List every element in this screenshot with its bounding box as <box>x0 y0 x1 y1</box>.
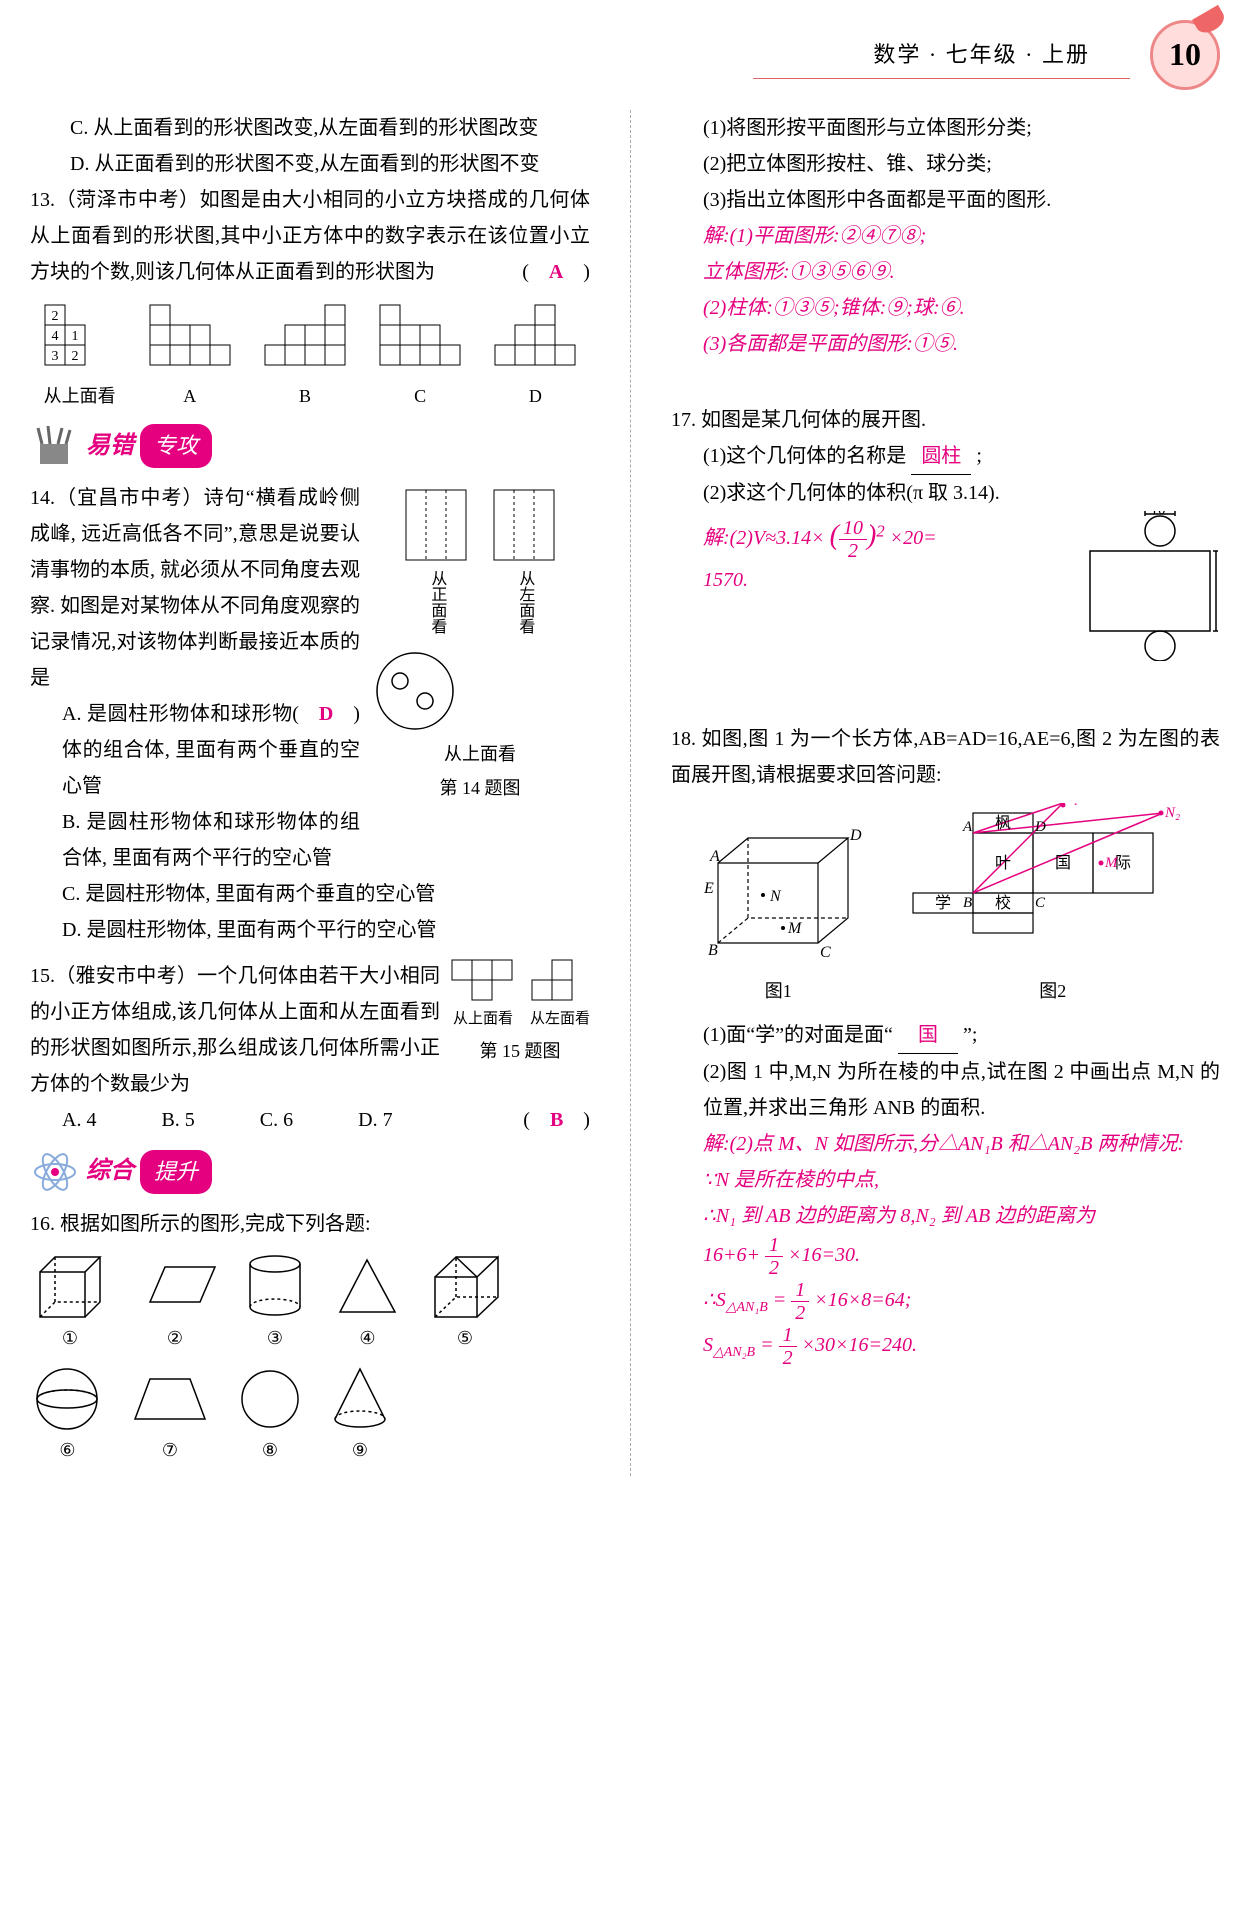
q18-figures: A D E N M B C 图1 <box>671 803 1220 1007</box>
q16-a2: (2)柱体:①③⑤;锥体:⑨;球:⑥. <box>671 290 1220 326</box>
q13-option-b-fig: B <box>260 300 350 412</box>
q13-topview-svg: 2 4 1 3 2 <box>40 300 120 378</box>
svg-text:3: 3 <box>51 349 58 364</box>
q13-figures: 2 4 1 3 2 从上面看 <box>30 300 590 412</box>
question-13: 13.（菏泽市中考）如图是由大小相同的小立方块搭成的几何体从上面看到的形状图,其… <box>30 182 590 412</box>
q18-s1: (1)面“学”的对面是面“ 国 ”; <box>671 1017 1220 1054</box>
q14-answer-paren: ( D ) <box>292 696 360 732</box>
atom-icon <box>30 1152 80 1192</box>
svg-text:B: B <box>963 895 972 911</box>
svg-text:N₂: N₂ <box>1164 805 1180 821</box>
q18-sol2: ∵N 是所在棱的中点, <box>671 1162 1220 1198</box>
question-15: 从上面看 从左面看 第 15 题图 15.（雅安市中考）一个几何体由若干大小相同… <box>30 958 590 1138</box>
q17-stem: 17. 如图是某几何体的展开图. <box>671 402 1220 438</box>
q14-c: C. 是圆柱形物体, 里面有两个垂直的空心管 <box>30 876 590 912</box>
svg-text:2: 2 <box>71 349 78 364</box>
q18-sol1: 解:(2)点 M、N 如图所示,分△AN₁B 和△AN₂B 两种情况: <box>671 1126 1220 1162</box>
q14-figures: 从正面看 从左面看 从上面看 第 14 题图 <box>370 480 590 805</box>
q16-a1b: 立体图形:①③⑤⑥⑨. <box>671 254 1220 290</box>
left-column: C. 从上面看到的形状图改变,从左面看到的形状图改变 D. 从正面看到的形状图不… <box>30 110 590 1476</box>
svg-text:2: 2 <box>51 309 58 324</box>
svg-text:叶: 叶 <box>995 854 1011 872</box>
yicuo-text: 易错 <box>86 425 134 468</box>
q17-blank: 圆柱 <box>911 438 971 475</box>
q18-sol4: ∴S△AN₁B = 12 ×16×8=64; <box>671 1279 1220 1324</box>
svg-text:D: D <box>849 827 862 844</box>
section-zonghe: 综合 提升 <box>30 1150 590 1194</box>
svg-text:枫: 枫 <box>995 814 1011 832</box>
q16-s2: (2)把立体图形按柱、锥、球分类; <box>671 146 1220 182</box>
q15-options: A. 4 B. 5 C. 6 D. 7 <box>30 1102 590 1138</box>
svg-text:1: 1 <box>71 329 78 344</box>
question-17: 17. 如图是某几何体的展开图. (1)这个几何体的名称是 圆柱 ; (2)求这… <box>671 402 1220 661</box>
svg-text:10: 10 <box>1151 511 1166 518</box>
q15-answer-paren: ( B ) <box>523 1102 590 1138</box>
q18-fig1: A D E N M B C 图1 <box>688 823 868 1007</box>
q18-sol3a: ∴N₁ 到 AB 边的距离为 8,N₂ 到 AB 边的距离为 <box>671 1198 1220 1234</box>
page-header: 数学 · 七年级 · 上册 10 <box>30 20 1220 90</box>
column-divider <box>630 110 631 1476</box>
svg-text:N₁: N₁ <box>1062 803 1078 806</box>
q12-option-c: C. 从上面看到的形状图改变,从左面看到的形状图改变 <box>30 110 590 146</box>
q17-s1: (1)这个几何体的名称是 圆柱 ; <box>671 438 1220 475</box>
q13-answer-paren: ( A ) <box>522 254 590 290</box>
svg-text:4: 4 <box>51 329 58 344</box>
page-number-badge: 10 <box>1150 20 1220 90</box>
question-18: 18. 如图,图 1 为一个长方体,AB=AD=16,AE=6,图 2 为左图的… <box>671 721 1220 1369</box>
question-14: 从正面看 从左面看 从上面看 第 14 题图 14.（宜昌市中考） <box>30 480 590 948</box>
svg-text:M: M <box>1104 855 1119 871</box>
svg-text:M: M <box>787 920 803 937</box>
zonghe-text: 综合 <box>86 1150 134 1193</box>
svg-text:学: 学 <box>935 894 951 912</box>
svg-text:C: C <box>820 944 831 961</box>
svg-text:校: 校 <box>995 894 1011 912</box>
q13-answer: A <box>549 261 563 283</box>
q16-shapes: ① ② ③ ④ ⑤ ⑥ ⑦ ⑧ <box>30 1252 590 1467</box>
q16-stem: 16. 根据如图所示的图形,完成下列各题: <box>30 1206 590 1242</box>
q13-option-c-fig: C <box>375 300 465 412</box>
tisheng-pill: 提升 <box>140 1150 212 1194</box>
right-column: (1)将图形按平面图形与立体图形分类; (2)把立体图形按柱、锥、球分类; (3… <box>671 110 1220 1476</box>
svg-text:国: 国 <box>1055 855 1071 872</box>
svg-text:N: N <box>769 888 782 905</box>
q16-s3: (3)指出立体图形中各面都是平面的图形. <box>671 182 1220 218</box>
q16-a3: (3)各面都是平面的图形:①⑤. <box>671 326 1220 362</box>
q13-topview-label: 从上面看 <box>40 380 120 412</box>
svg-text:E: E <box>703 880 714 897</box>
q18-sol3b: 16+6+ 12 ×16=30. <box>671 1234 1220 1279</box>
svg-text:A: A <box>962 819 973 835</box>
svg-text:C: C <box>1035 895 1046 911</box>
q13-stem: 13.（菏泽市中考）如图是由大小相同的小立方块搭成的几何体从上面看到的形状图,其… <box>30 189 590 283</box>
zhuangong-pill: 专攻 <box>140 424 212 468</box>
q18-fig2: A D B C 枫 叶 国 际 学 校 N₁ N <box>903 803 1203 1007</box>
question-16: 16. 根据如图所示的图形,完成下列各题: ① ② ③ ④ ⑤ <box>30 1206 590 1467</box>
q15-answer: B <box>550 1109 563 1131</box>
q12-option-d: D. 从正面看到的形状图不变,从左面看到的形状图不变 <box>30 146 590 182</box>
q17-s2: (2)求这个几何体的体积(π 取 3.14). <box>671 475 1220 511</box>
q18-blank: 国 <box>898 1017 958 1054</box>
q18-sol5: S△AN₂B = 12 ×30×16=240. <box>671 1324 1220 1369</box>
q17-figure: 10 20 <box>1070 511 1220 661</box>
svg-text:A: A <box>709 848 720 865</box>
svg-text:B: B <box>708 942 718 959</box>
pencil-cup-icon <box>30 426 80 466</box>
q14-d: D. 是圆柱形物体, 里面有两个平行的空心管 <box>30 912 590 948</box>
q16-s1: (1)将图形按平面图形与立体图形分类; <box>671 110 1220 146</box>
q16-a1: 解:(1)平面图形:②④⑦⑧; <box>671 218 1220 254</box>
q14-b: B. 是圆柱形物体和球形物体的组合体, 里面有两个平行的空心管 <box>30 804 590 876</box>
two-column-layout: C. 从上面看到的形状图改变,从左面看到的形状图改变 D. 从正面看到的形状图不… <box>30 110 1220 1476</box>
section-yicuo: 易错 专攻 <box>30 424 590 468</box>
q15-figures: 从上面看 从左面看 第 15 题图 <box>450 958 590 1067</box>
q13-option-d-fig: D <box>490 300 580 412</box>
q13-topview: 2 4 1 3 2 从上面看 <box>40 300 120 412</box>
page-number: 10 <box>1169 26 1201 84</box>
q18-stem: 18. 如图,图 1 为一个长方体,AB=AD=16,AE=6,图 2 为左图的… <box>671 721 1220 793</box>
subject-title: 数学 · 七年级 · 上册 <box>753 31 1130 80</box>
q14-answer: D <box>319 703 333 725</box>
q13-option-a-fig: A <box>145 300 235 412</box>
q18-s2: (2)图 1 中,M,N 为所在棱的中点,试在图 2 中画出点 M,N 的位置,… <box>671 1054 1220 1126</box>
svg-text:D: D <box>1034 819 1046 835</box>
